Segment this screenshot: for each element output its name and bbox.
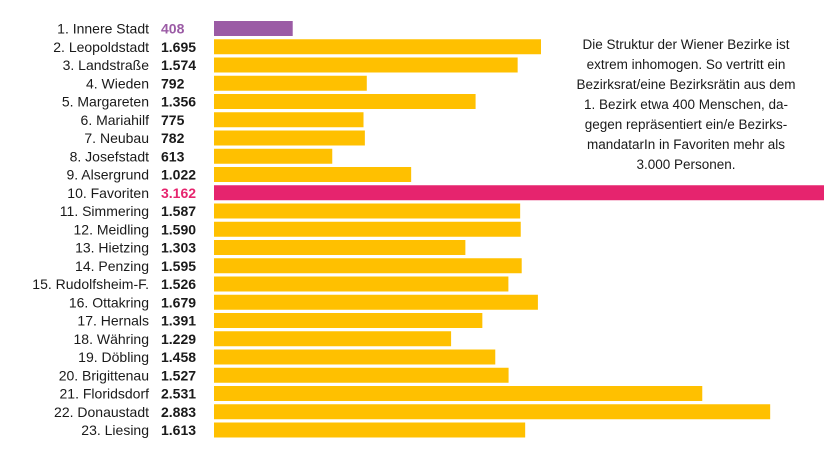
category-label: 5. Margareten	[62, 94, 149, 110]
category-label: 4. Wieden	[86, 75, 149, 91]
value-label: 1.595	[161, 258, 196, 274]
bar	[214, 75, 367, 91]
category-label: 3. Landstraße	[63, 57, 150, 73]
value-label: 775	[161, 112, 185, 128]
category-label: 1. Innere Stadt	[57, 21, 149, 37]
value-label: 1.229	[161, 331, 196, 347]
value-label: 792	[161, 75, 185, 91]
bar	[214, 185, 824, 201]
value-label: 1.356	[161, 94, 196, 110]
category-label: 18. Währing	[74, 331, 149, 347]
bar	[214, 349, 496, 365]
value-label: 1.458	[161, 349, 196, 365]
category-label: 8. Josefstadt	[70, 148, 149, 164]
category-label: 16. Ottakring	[69, 294, 149, 310]
bar	[214, 276, 509, 292]
category-label: 17. Hernals	[77, 313, 149, 329]
category-label: 13. Hietzing	[75, 240, 149, 256]
bar	[214, 294, 538, 310]
category-label: 6. Mariahilf	[81, 112, 150, 128]
category-label: 15. Rudolfsheim-F.	[32, 276, 149, 292]
chart-annotation: Die Struktur der Wiener Bezirke ist extr…	[576, 37, 796, 172]
value-label: 1.303	[161, 240, 196, 256]
value-label: 1.574	[161, 57, 196, 73]
category-label: 2. Leopoldstadt	[53, 39, 149, 55]
bar	[214, 240, 466, 255]
category-label: 12. Meidling	[74, 221, 150, 237]
category-label: 11. Simmering	[60, 203, 149, 219]
bar	[214, 313, 483, 328]
bar	[214, 112, 364, 128]
value-label: 2.531	[161, 386, 196, 402]
bar	[214, 148, 333, 164]
bar	[214, 94, 476, 109]
category-label: 14. Penzing	[75, 258, 149, 274]
value-label: 613	[161, 148, 185, 164]
value-label: 1.679	[161, 294, 196, 310]
value-label: 1.527	[161, 367, 196, 383]
category-label: 9. Alsergrund	[67, 167, 150, 183]
category-label: 10. Favoriten	[67, 185, 149, 201]
bar	[214, 21, 293, 36]
category-label: 21. Floridsdorf	[60, 386, 150, 402]
bar	[214, 57, 518, 73]
value-label: 3.162	[161, 185, 196, 201]
category-label: 7. Neubau	[84, 130, 149, 146]
value-label: 1.587	[161, 203, 196, 219]
bar	[214, 258, 522, 274]
category-label: 22. Donaustadt	[54, 404, 149, 420]
bar	[214, 367, 509, 383]
bar	[214, 39, 541, 55]
category-label: 19. Döbling	[78, 349, 149, 365]
value-label: 408	[161, 21, 185, 37]
bar	[214, 331, 452, 347]
category-label: 23. Liesing	[81, 422, 149, 438]
value-label: 1.022	[161, 167, 196, 183]
bar	[214, 203, 521, 219]
bar	[214, 386, 703, 401]
value-label: 1.695	[161, 39, 196, 55]
value-label: 782	[161, 130, 185, 146]
value-label: 1.391	[161, 313, 196, 329]
bar	[214, 221, 521, 237]
bar	[214, 422, 526, 438]
value-label: 2.883	[161, 404, 196, 420]
bar	[214, 167, 412, 182]
value-label: 1.590	[161, 221, 196, 237]
bar	[214, 130, 365, 146]
bar	[214, 404, 771, 420]
category-label: 20. Brigittenau	[59, 367, 149, 383]
value-label: 1.613	[161, 422, 196, 438]
value-label: 1.526	[161, 276, 196, 292]
